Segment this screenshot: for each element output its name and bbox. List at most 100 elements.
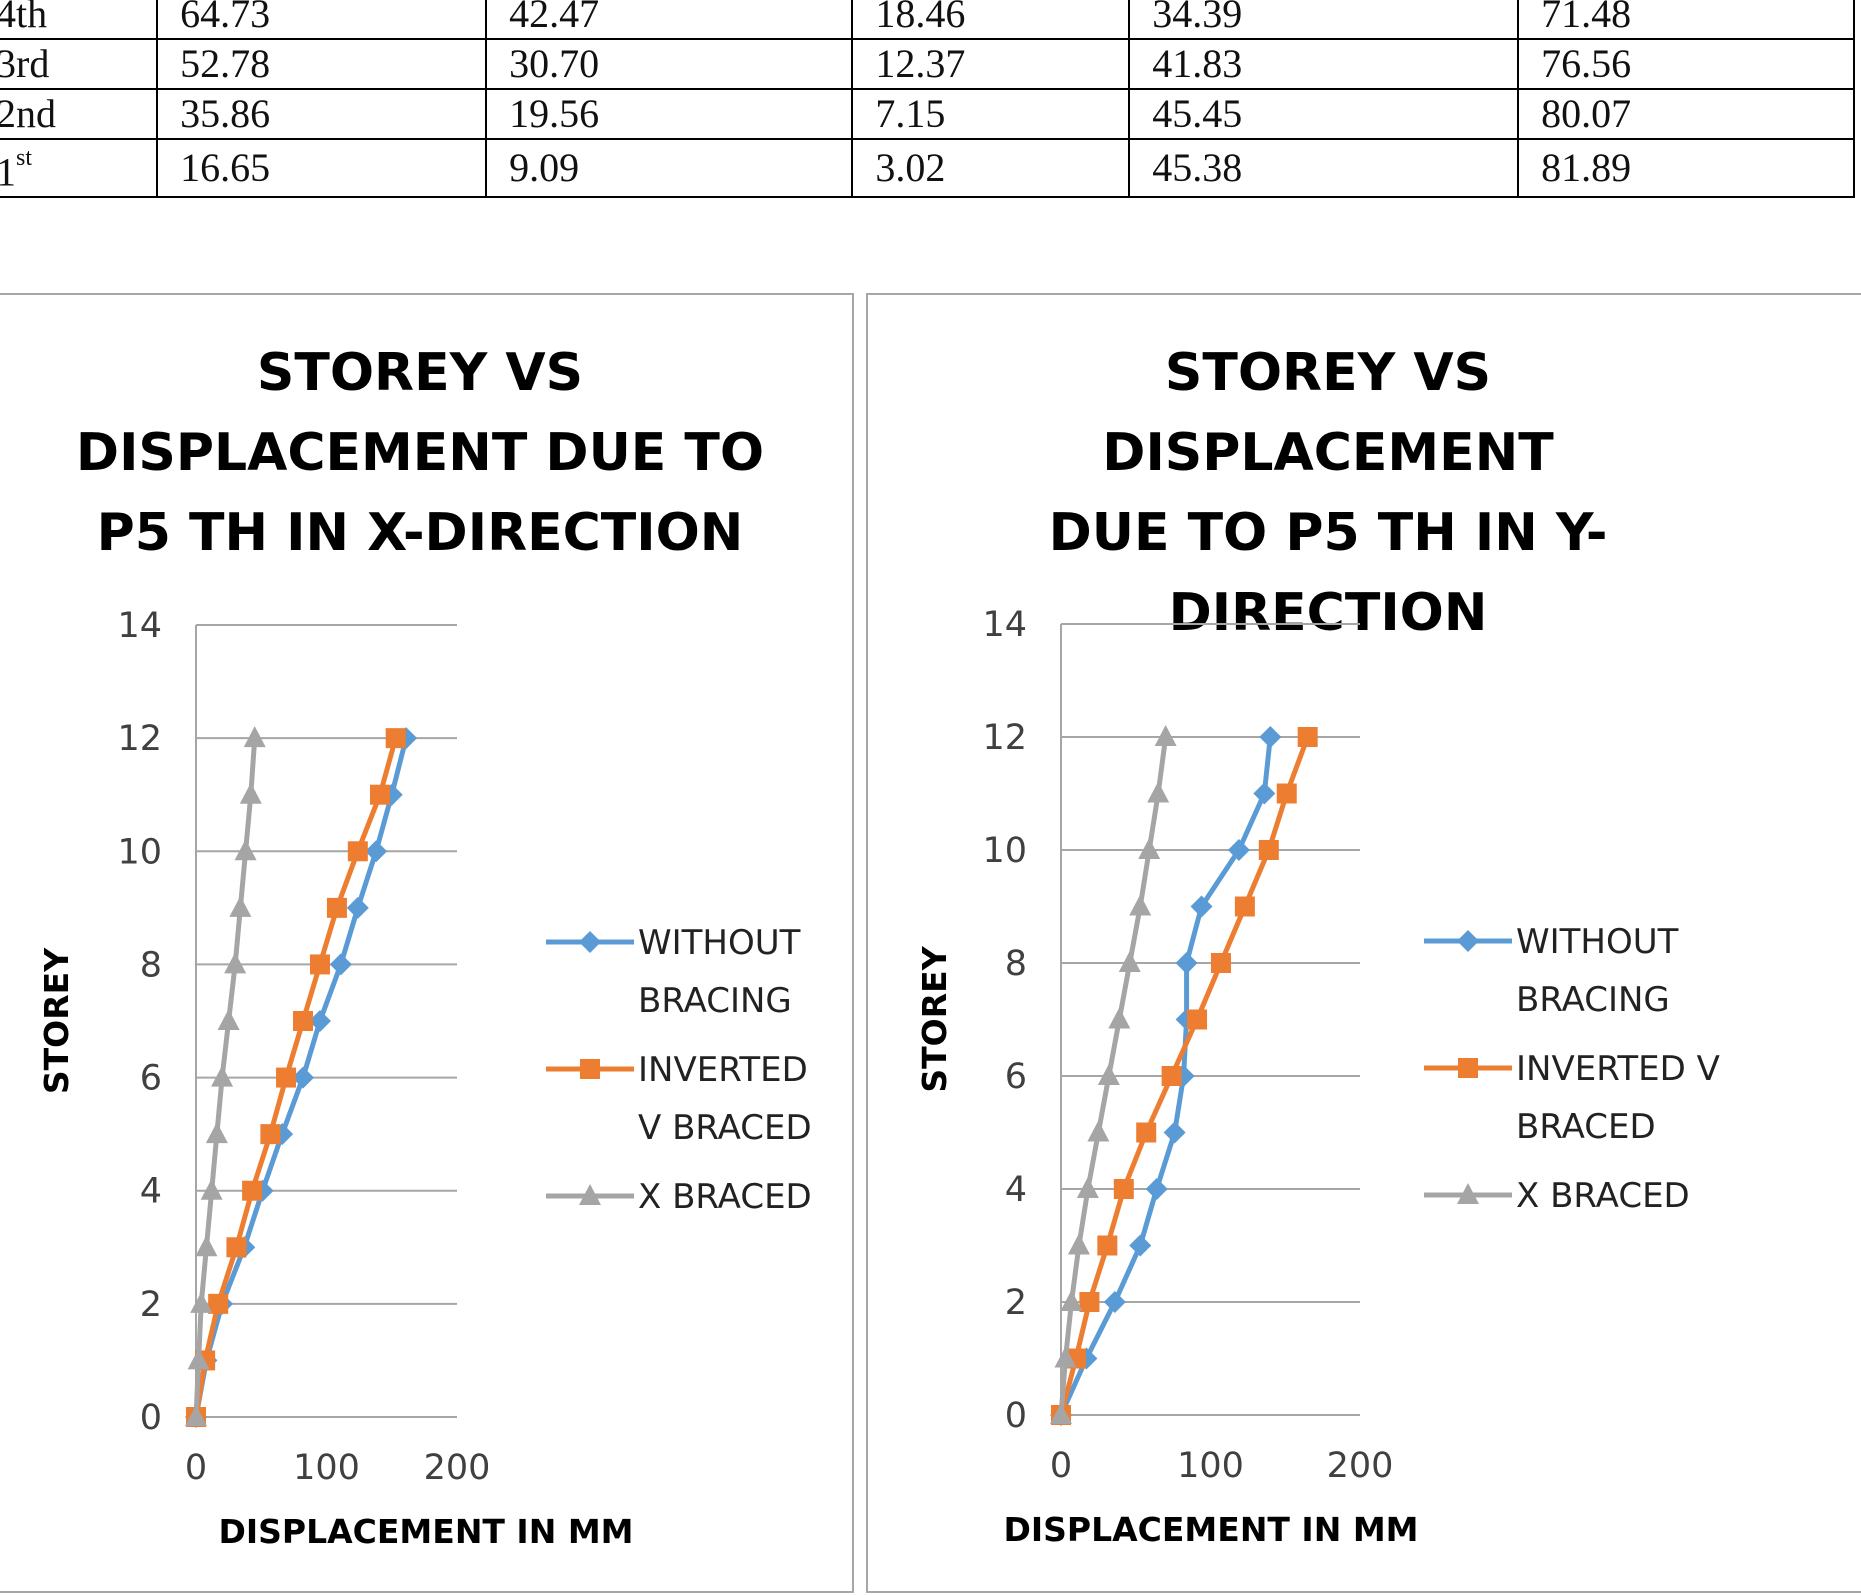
table-cell: 9.09 — [485, 137, 854, 199]
storey-displacement-table: 4th 64.73 42.47 18.46 34.39 71.48 3rd 52… — [0, 0, 1855, 199]
legend-item: WITHOUT BRACING — [1424, 922, 1679, 1020]
table-cell: 81.89 — [1517, 137, 1855, 199]
data-point — [1103, 1291, 1126, 1313]
y-tick-label: 2 — [140, 1285, 162, 1325]
series-inverted-v-braced — [1051, 727, 1318, 1425]
table-cell: 80.07 — [1517, 88, 1855, 140]
data-point — [1210, 953, 1231, 973]
data-point — [1253, 782, 1276, 805]
table-cell: 18.46 — [851, 0, 1131, 40]
data-point — [1097, 1064, 1120, 1085]
chart-title-line: DISPLACEMENT DUE TO — [75, 423, 765, 483]
storey-cell: 4th — [0, 0, 159, 40]
data-point — [205, 1122, 228, 1144]
plot-area: 0 2 4 6 8 10 12 14 0 100 200 DISPLACEMENT IN MM STOR… — [37, 606, 812, 1551]
data-point — [1187, 1009, 1208, 1030]
table-cell: 34.39 — [1128, 0, 1520, 40]
y-axis-title: STOREY — [915, 945, 954, 1092]
y-tick-label: 2 — [1005, 1283, 1027, 1323]
table-cell: 76.56 — [1517, 38, 1855, 90]
y-tick-label: 6 — [140, 1059, 162, 1099]
line-chart-plot: 0 2 4 6 8 10 12 14 0 100 200 DISPLACEMENT IN MM STOR… — [915, 605, 1720, 1549]
table-cell: 64.73 — [156, 0, 488, 40]
legend-marker — [579, 931, 601, 953]
data-point — [1129, 894, 1152, 916]
data-point — [1060, 1290, 1083, 1311]
table-cell: 12.37 — [851, 38, 1131, 90]
legend-label: INVERTED V — [1516, 1049, 1720, 1089]
table-cell: 35.86 — [156, 88, 488, 140]
x-axis-title: DISPLACEMENT IN MM — [1003, 1510, 1418, 1549]
data-point — [308, 1010, 331, 1032]
x-axis-title: DISPLACEMENT IN MM — [218, 1512, 633, 1551]
legend-item: WITHOUT BRACING — [546, 923, 801, 1021]
legend-item: INVERTED V BRACED — [546, 1050, 812, 1148]
data-point — [1145, 1178, 1168, 1200]
table-row: 4th 64.73 42.47 18.46 34.39 71.48 — [0, 0, 1855, 40]
chart-title: STOREY VS DISPLACEMENT DUE TO P5 TH IN Y… — [948, 333, 1708, 653]
data-point — [1113, 1179, 1134, 1199]
x-tick-label: 0 — [185, 1448, 207, 1488]
chart-panel-y-direction: STOREY VS DISPLACEMENT DUE TO P5 TH IN Y… — [866, 293, 1861, 1593]
data-point — [293, 1011, 314, 1031]
data-point — [276, 1067, 297, 1088]
data-point — [1175, 952, 1198, 974]
legend-label: WITHOUT — [638, 923, 801, 963]
data-point — [208, 1293, 229, 1314]
legend-label: BRACING — [638, 981, 792, 1021]
data-point — [1079, 1292, 1100, 1312]
table-cell: 42.47 — [485, 0, 854, 40]
storey-cell: 1st — [0, 137, 159, 199]
data-point — [1163, 1121, 1186, 1144]
chart-title-line: STOREY VS — [256, 343, 584, 403]
chart-title-line: P5 TH IN X-DIRECTION — [96, 503, 744, 563]
ordinal-suffix: st — [16, 145, 33, 171]
data-point — [1297, 727, 1318, 747]
legend-label: X BRACED — [1516, 1176, 1690, 1216]
data-point — [187, 1348, 210, 1370]
legend-label: WITHOUT — [1516, 922, 1679, 962]
chart-title-line: STOREY VS DISPLACEMENT — [1102, 343, 1554, 483]
series-inverted-v-braced — [186, 728, 406, 1427]
data-point — [200, 1178, 223, 1200]
table-cell: 3.02 — [851, 137, 1131, 199]
x-tick-label: 0 — [1050, 1446, 1072, 1486]
series-x-braced — [185, 726, 266, 1426]
table-cell: 19.56 — [485, 88, 854, 140]
data-point — [1154, 725, 1177, 746]
data-point — [1136, 1122, 1157, 1143]
legend-marker — [1458, 1058, 1478, 1078]
x-tick-label: 100 — [293, 1448, 360, 1488]
data-point — [385, 728, 406, 749]
y-tick-label: 6 — [1005, 1057, 1027, 1097]
data-point — [1234, 896, 1255, 917]
table-cell: 16.65 — [156, 137, 488, 199]
legend-item: INVERTED V BRACED — [1424, 1049, 1720, 1147]
legend-label: BRACED — [1516, 1107, 1656, 1147]
legend-marker — [1457, 1183, 1479, 1204]
data-point — [370, 784, 391, 805]
data-point — [226, 1237, 247, 1258]
table-cell: 41.83 — [1128, 38, 1520, 90]
storey-cell: 3rd — [0, 38, 159, 90]
y-tick-label: 8 — [140, 945, 162, 985]
chart-panel-x-direction: STOREY VS DISPLACEMENT DUE TO P5 TH IN X… — [0, 293, 854, 1593]
table-cell: 52.78 — [156, 38, 488, 90]
y-tick-label: 14 — [117, 606, 162, 646]
y-tick-label: 4 — [140, 1172, 162, 1212]
data-point — [1259, 726, 1282, 748]
y-tick-label: 14 — [982, 605, 1027, 645]
legend-marker — [1457, 930, 1479, 952]
table-cell: 71.48 — [1517, 0, 1855, 40]
table-row: 1st 16.65 9.09 3.02 45.38 81.89 — [0, 137, 1855, 199]
y-tick-label: 10 — [117, 832, 162, 872]
data-point — [1076, 1177, 1099, 1198]
legend-item: X BRACED — [546, 1177, 812, 1217]
y-axis-title: STOREY — [37, 947, 76, 1094]
table-cell: 45.45 — [1128, 88, 1520, 140]
data-point — [329, 953, 352, 976]
legend-label: BRACING — [1516, 980, 1670, 1020]
x-tick-label: 200 — [424, 1448, 491, 1488]
data-point — [1067, 1233, 1090, 1255]
data-point — [1276, 783, 1297, 804]
